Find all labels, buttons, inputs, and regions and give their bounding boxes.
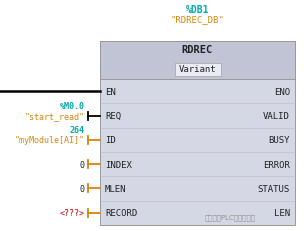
Text: EN: EN [105, 87, 116, 96]
Text: BUSY: BUSY [268, 136, 290, 145]
Bar [100, 42, 295, 80]
Bar [100, 42, 295, 225]
Bar [174, 64, 220, 77]
Text: ID: ID [105, 136, 116, 145]
Text: RDREC: RDREC [182, 45, 213, 55]
Text: STATUS: STATUS [258, 184, 290, 193]
Text: MLEN: MLEN [105, 184, 126, 193]
Text: Variant: Variant [179, 65, 216, 74]
Text: LEN: LEN [274, 208, 290, 217]
Text: ERROR: ERROR [263, 160, 290, 169]
Text: 机器人及PLC自动化应用: 机器人及PLC自动化应用 [205, 214, 255, 220]
Text: "myModule[AI]": "myModule[AI]" [15, 136, 85, 145]
Text: %DB1: %DB1 [186, 5, 209, 15]
Text: 264: 264 [70, 126, 85, 135]
Text: 0: 0 [80, 184, 85, 193]
Text: REQ: REQ [105, 112, 121, 121]
Text: "RDREC_DB": "RDREC_DB" [171, 15, 224, 24]
Text: VALID: VALID [263, 112, 290, 121]
Text: RECORD: RECORD [105, 208, 137, 217]
Text: 0: 0 [80, 160, 85, 169]
Text: ENO: ENO [274, 87, 290, 96]
Text: "start_read": "start_read" [25, 112, 85, 121]
Text: %M0.0: %M0.0 [60, 102, 85, 110]
Text: <???>: <???> [60, 208, 85, 217]
Text: INDEX: INDEX [105, 160, 132, 169]
